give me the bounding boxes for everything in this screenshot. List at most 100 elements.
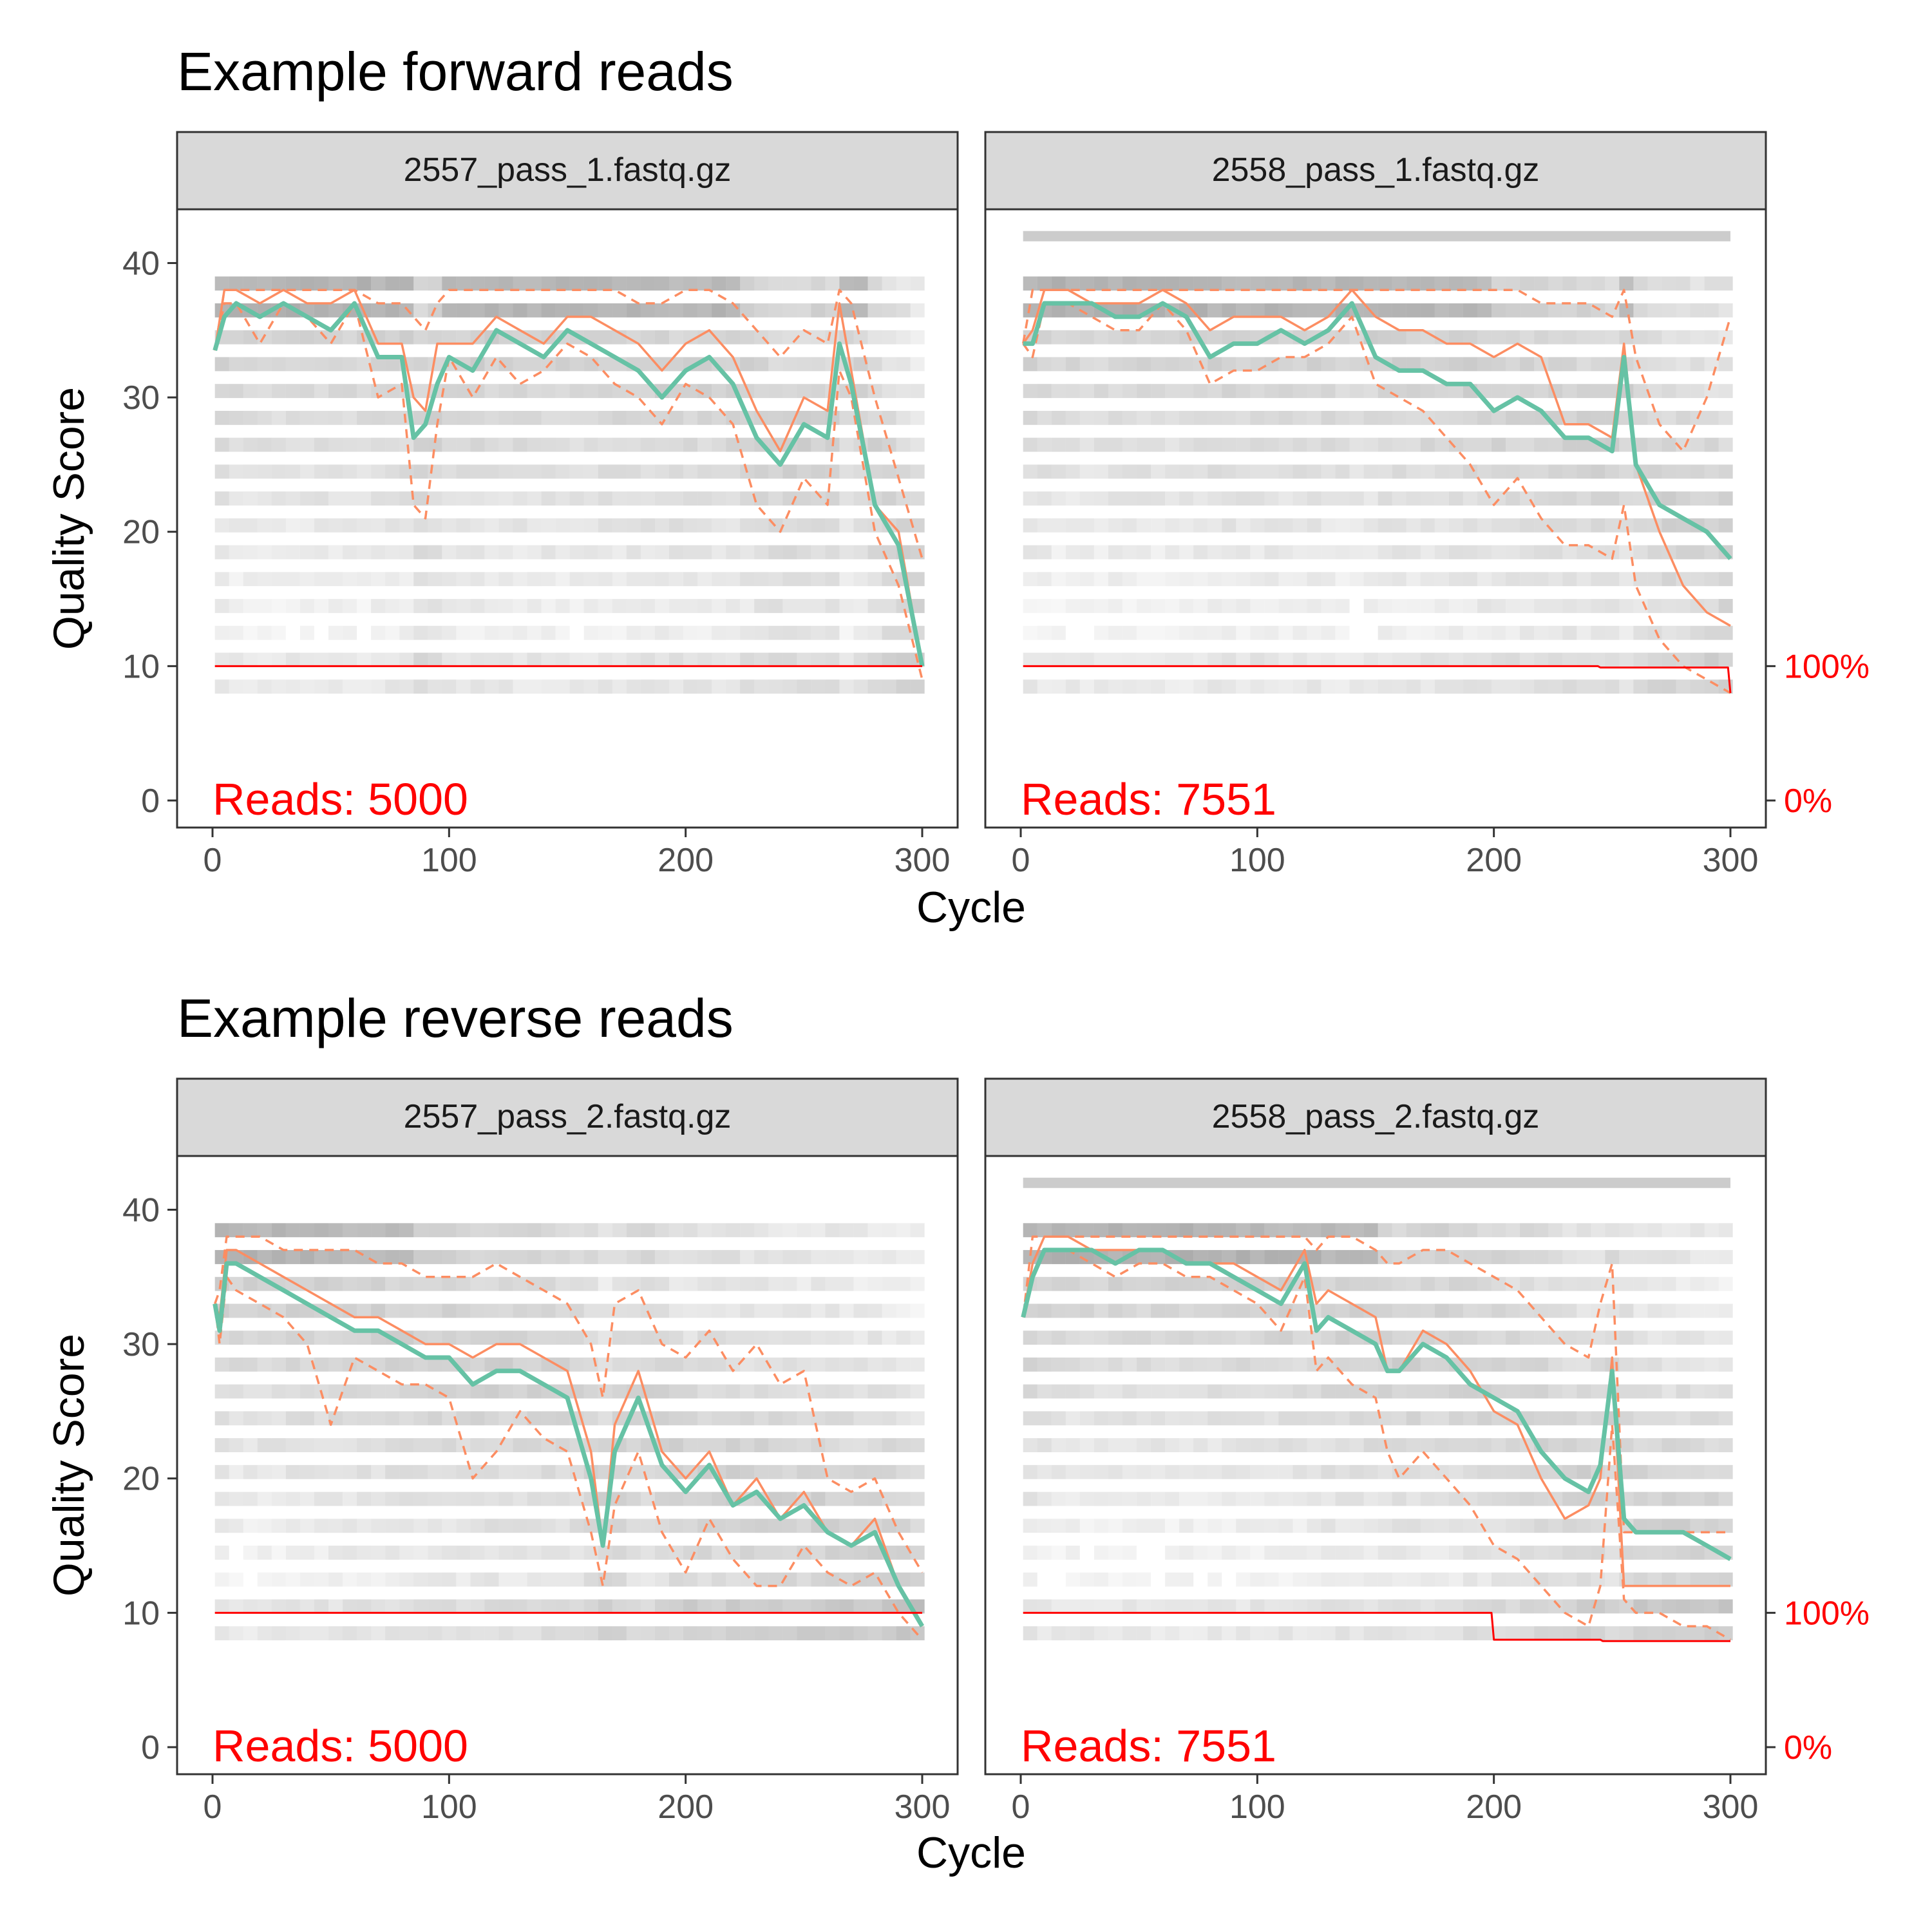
heatmap-cell: [484, 1546, 499, 1560]
heatmap-cell: [399, 491, 414, 506]
heatmap-cell: [768, 679, 783, 694]
heatmap-cell: [498, 625, 513, 640]
heatmap-cell: [470, 1519, 485, 1533]
heatmap-cell: [882, 1331, 896, 1345]
heatmap-cell: [1363, 464, 1378, 479]
heatmap-cell: [612, 625, 627, 640]
heatmap-cell: [867, 1223, 882, 1238]
heatmap-cell: [555, 437, 570, 452]
heatmap-cell: [257, 1331, 272, 1345]
heatmap-cell: [1335, 357, 1350, 372]
heatmap-cell: [668, 276, 683, 291]
heatmap-cell: [1591, 276, 1605, 291]
heatmap-cell: [470, 1626, 485, 1641]
heatmap-cell: [640, 1626, 655, 1641]
heatmap-cell: [1349, 1276, 1364, 1291]
heatmap-cell: [257, 625, 272, 640]
heatmap-cell: [1321, 1303, 1336, 1318]
heatmap-cell: [612, 572, 627, 587]
heatmap-cell: [811, 572, 826, 587]
heatmap-cell: [569, 1331, 584, 1345]
heatmap-cell: [1704, 599, 1719, 613]
heatmap-cell: [413, 1303, 428, 1318]
heatmap-cell: [1108, 1519, 1122, 1533]
heatmap-cell: [782, 1546, 797, 1560]
heatmap-cell: [1278, 276, 1293, 291]
heatmap-cell: [569, 679, 584, 694]
heatmap-cell: [1562, 1438, 1577, 1452]
heatmap-cell: [399, 1276, 414, 1291]
heatmap-cell: [257, 1492, 272, 1506]
heatmap-cell: [1676, 679, 1690, 694]
heatmap-cell: [1052, 1546, 1066, 1560]
heatmap-cell: [825, 1599, 840, 1614]
heatmap-cell: [768, 491, 783, 506]
heatmap-cell: [867, 1276, 882, 1291]
heatmap-cell: [683, 1519, 698, 1533]
heatmap-cell: [1349, 545, 1364, 560]
heatmap-cell: [1222, 1357, 1236, 1372]
heatmap-cell: [782, 1250, 797, 1264]
heatmap-cell: [399, 652, 414, 667]
heatmap-cell: [1662, 1303, 1676, 1318]
heatmap-cell: [1136, 491, 1151, 506]
heatmap-cell: [1193, 1250, 1208, 1264]
heatmap-cell: [442, 1276, 457, 1291]
heatmap-cell: [1406, 1519, 1421, 1533]
heatmap-cell: [1392, 625, 1406, 640]
heatmap-cell: [328, 1357, 343, 1372]
heatmap-cell: [668, 330, 683, 345]
heatmap-cell: [385, 1250, 400, 1264]
heatmap-cell: [1208, 1438, 1222, 1452]
facet-strip-label: 2558_pass_2.fastq.gz: [1212, 1098, 1540, 1135]
heatmap-cell: [726, 1357, 741, 1372]
heatmap-cell: [654, 1331, 669, 1345]
heatmap-cell: [299, 330, 314, 345]
heatmap-cell: [1378, 518, 1392, 533]
heatmap-cell: [1520, 464, 1535, 479]
x-tick-label: 300: [1703, 1788, 1759, 1826]
heatmap-cell: [1165, 679, 1180, 694]
heatmap-cell: [1434, 1438, 1449, 1452]
heatmap-cell: [1463, 1519, 1477, 1533]
heatmap-cell: [314, 464, 328, 479]
heatmap-cell: [442, 384, 457, 399]
heatmap-cell: [896, 1546, 911, 1560]
heatmap-cell: [1065, 518, 1080, 533]
heatmap-cell: [1690, 1303, 1705, 1318]
heatmap-cell: [612, 1223, 627, 1238]
heatmap-cell: [1293, 303, 1307, 317]
heatmap-cell: [654, 1599, 669, 1614]
heatmap-cell: [285, 357, 300, 372]
heatmap-cell: [513, 1599, 527, 1614]
heatmap-cell: [1193, 599, 1208, 613]
heatmap-cell: [1633, 572, 1648, 587]
heatmap-cell: [1136, 1464, 1151, 1479]
heatmap-cell: [1165, 464, 1180, 479]
heatmap-cell: [683, 652, 698, 667]
heatmap-cell: [797, 410, 811, 425]
heatmap-cell: [371, 1572, 386, 1587]
heatmap-cell: [612, 1572, 627, 1587]
heatmap-cell: [1491, 679, 1506, 694]
heatmap-cell: [541, 679, 556, 694]
heatmap-cell: [1193, 1303, 1208, 1318]
heatmap-cell: [583, 1411, 598, 1426]
heatmap-cell: [782, 303, 797, 317]
heatmap-cell: [214, 1546, 229, 1560]
heatmap-cell: [1662, 1546, 1676, 1560]
heatmap-cell: [328, 1223, 343, 1238]
heatmap-cell: [1321, 384, 1336, 399]
heatmap-cell: [1023, 1572, 1037, 1587]
heatmap-cell: [555, 1357, 570, 1372]
heatmap-cell: [867, 1464, 882, 1479]
heatmap-cell: [1179, 464, 1194, 479]
heatmap-cell: [1023, 1411, 1037, 1426]
heatmap-cell: [328, 545, 343, 560]
heatmap-cell: [1562, 1357, 1577, 1372]
heatmap-cell: [1023, 1331, 1037, 1345]
heatmap-cell: [754, 1384, 769, 1399]
heatmap-cell: [1208, 518, 1222, 533]
heatmap-cell: [1363, 1492, 1378, 1506]
